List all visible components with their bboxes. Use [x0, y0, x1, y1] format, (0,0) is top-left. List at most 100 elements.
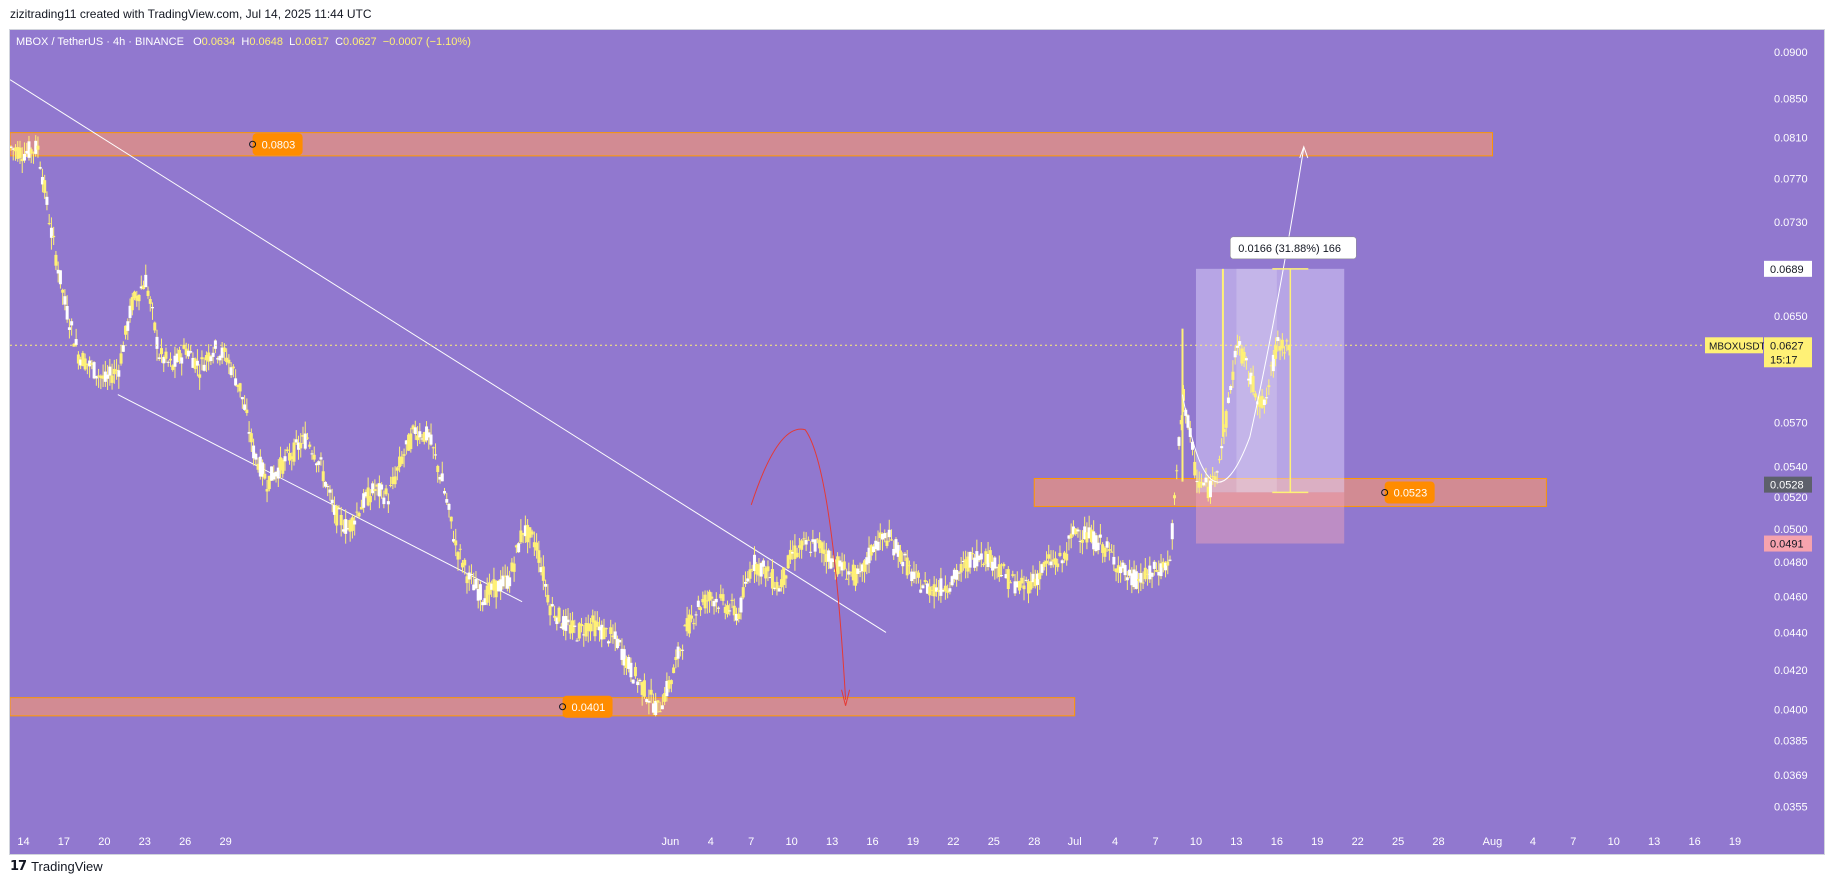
zone-label: 0.0803 [262, 139, 296, 151]
zone-anchor-dot [249, 140, 257, 148]
legend-close: 0.0627 [343, 36, 377, 48]
price-axis-badge [1764, 476, 1812, 493]
candle-body [1159, 563, 1163, 577]
candle-body [597, 626, 601, 631]
candle-body [802, 538, 806, 540]
candle-body [151, 307, 155, 309]
candle-body [1035, 573, 1039, 585]
candle-body [1076, 529, 1080, 532]
candle-body [261, 462, 265, 477]
candle-body [705, 600, 709, 602]
candle-body [1258, 396, 1262, 407]
candle-body [285, 449, 289, 452]
candle-body [986, 553, 990, 568]
candle-body [555, 617, 559, 625]
candle-body [234, 378, 238, 386]
candle-body [557, 607, 561, 622]
candle-body [840, 562, 844, 571]
candle-body [256, 463, 260, 470]
time-axis[interactable] [10, 825, 1762, 854]
chart-plot-area[interactable] [10, 30, 1762, 825]
candle-body [928, 586, 932, 596]
candle-body [357, 513, 361, 517]
time-tick-label: 4 [1112, 836, 1118, 848]
candle-body [63, 296, 67, 305]
price-axis[interactable] [1762, 30, 1824, 854]
time-tick-label: 25 [1392, 836, 1404, 848]
candle-body [901, 561, 905, 567]
candle-body [941, 589, 945, 592]
candle-body [1278, 346, 1282, 351]
candle-body [658, 711, 662, 713]
candle-body [793, 545, 797, 559]
candle-body [303, 433, 307, 449]
candle-body [815, 538, 819, 540]
candle-body [1065, 553, 1069, 561]
time-tick-label: 17 [58, 836, 70, 848]
candle-body [487, 582, 491, 595]
candle-body [800, 540, 804, 550]
candle-body [159, 348, 163, 355]
candle-body [326, 486, 330, 488]
candle-body [1078, 540, 1082, 542]
candle-body [1235, 345, 1239, 348]
candle-body [1238, 341, 1242, 346]
candle-body [460, 562, 464, 568]
measure-label-box [1230, 236, 1357, 260]
candle-body [737, 613, 741, 619]
candle-body [984, 551, 988, 564]
candle-body [779, 579, 783, 588]
candle-body [1020, 577, 1024, 584]
candle-body [1013, 581, 1017, 594]
candle-body [454, 540, 458, 546]
candle-body [636, 681, 640, 686]
candle-body [81, 352, 85, 367]
price-tick-label: 0.0355 [1774, 802, 1808, 814]
time-tick-label: 10 [786, 836, 798, 848]
candle-body [272, 472, 276, 480]
candle-body [279, 457, 283, 471]
footer-brand: 𝟭𝟳 TradingView [10, 858, 103, 874]
candle-body [921, 585, 925, 589]
candle-body [896, 545, 900, 557]
candle-body [860, 564, 864, 572]
candle-body [703, 594, 707, 609]
candle-body [368, 496, 372, 503]
candle-body [389, 485, 393, 487]
candle-body [514, 545, 518, 548]
candle-body [642, 680, 646, 697]
candle-body [1002, 564, 1006, 567]
time-tick-label: 26 [179, 836, 191, 848]
candle-body [582, 634, 586, 636]
candle-body [672, 667, 676, 674]
candle-body [640, 682, 644, 695]
candle-body [270, 466, 274, 481]
candle-body [438, 476, 442, 480]
candle-body [683, 625, 687, 627]
symbol-legend[interactable]: MBOX / TetherUS · 4h · BINANCE O0.0634 H… [16, 36, 471, 48]
candle-body [1060, 560, 1064, 564]
candle-body [1244, 358, 1248, 361]
candle-body [759, 563, 763, 577]
candle-body [973, 557, 977, 568]
candle-body [943, 585, 947, 592]
price-axis-badge-text: 0.0689 [1770, 264, 1804, 276]
candle-body [923, 580, 927, 582]
candle-body [1211, 475, 1215, 477]
candle-body [402, 454, 406, 456]
candle-body [362, 493, 366, 508]
candle-body [1033, 578, 1037, 587]
candle-body [1107, 549, 1111, 551]
candle-body [726, 605, 730, 615]
candle-body [409, 433, 413, 450]
candle-body [391, 476, 395, 485]
candle-body [103, 371, 107, 382]
candle-body [265, 489, 269, 492]
candle-body [544, 583, 548, 587]
candle-body [92, 362, 96, 379]
candle-body [654, 700, 658, 716]
candle-body [1224, 411, 1228, 428]
candle-body [375, 484, 379, 487]
candle-body [1119, 566, 1123, 574]
descending-trendline-upper [10, 79, 887, 633]
